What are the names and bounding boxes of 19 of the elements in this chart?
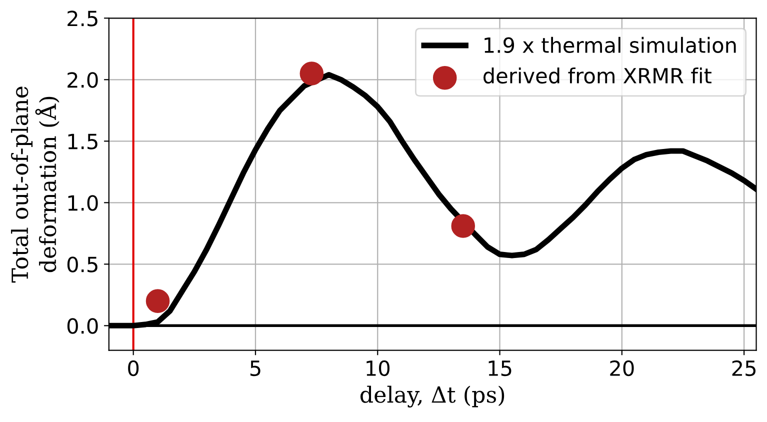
legend-label: 1.9 x thermal simulation: [484, 36, 736, 54]
y-tick-label: 1.0: [68, 195, 98, 211]
point: [451, 214, 476, 238]
y-tick-label: 0.0: [67, 318, 98, 334]
legend-label: derived from XRMR fit: [484, 67, 712, 84]
y-tick-label: 1.5: [68, 134, 98, 150]
point: [300, 62, 324, 86]
y-tick-label: 2.5: [68, 10, 98, 26]
y-axis-title: Total out-of-plane deformation (Å): [11, 86, 60, 283]
y-tick-label: 2.0: [68, 72, 98, 88]
x-tick-label: 10: [366, 360, 390, 376]
x-tick-label: 5: [250, 360, 260, 376]
x-tick-label: 15: [488, 360, 512, 376]
point: [146, 289, 170, 313]
x-tick-label: 20: [610, 360, 634, 376]
x-tick-label: 25: [732, 360, 756, 376]
x-axis-title: delay, Δt (ps): [360, 386, 504, 408]
x-tick-label: 0: [128, 360, 139, 376]
y-tick-label: 0.5: [67, 256, 98, 272]
